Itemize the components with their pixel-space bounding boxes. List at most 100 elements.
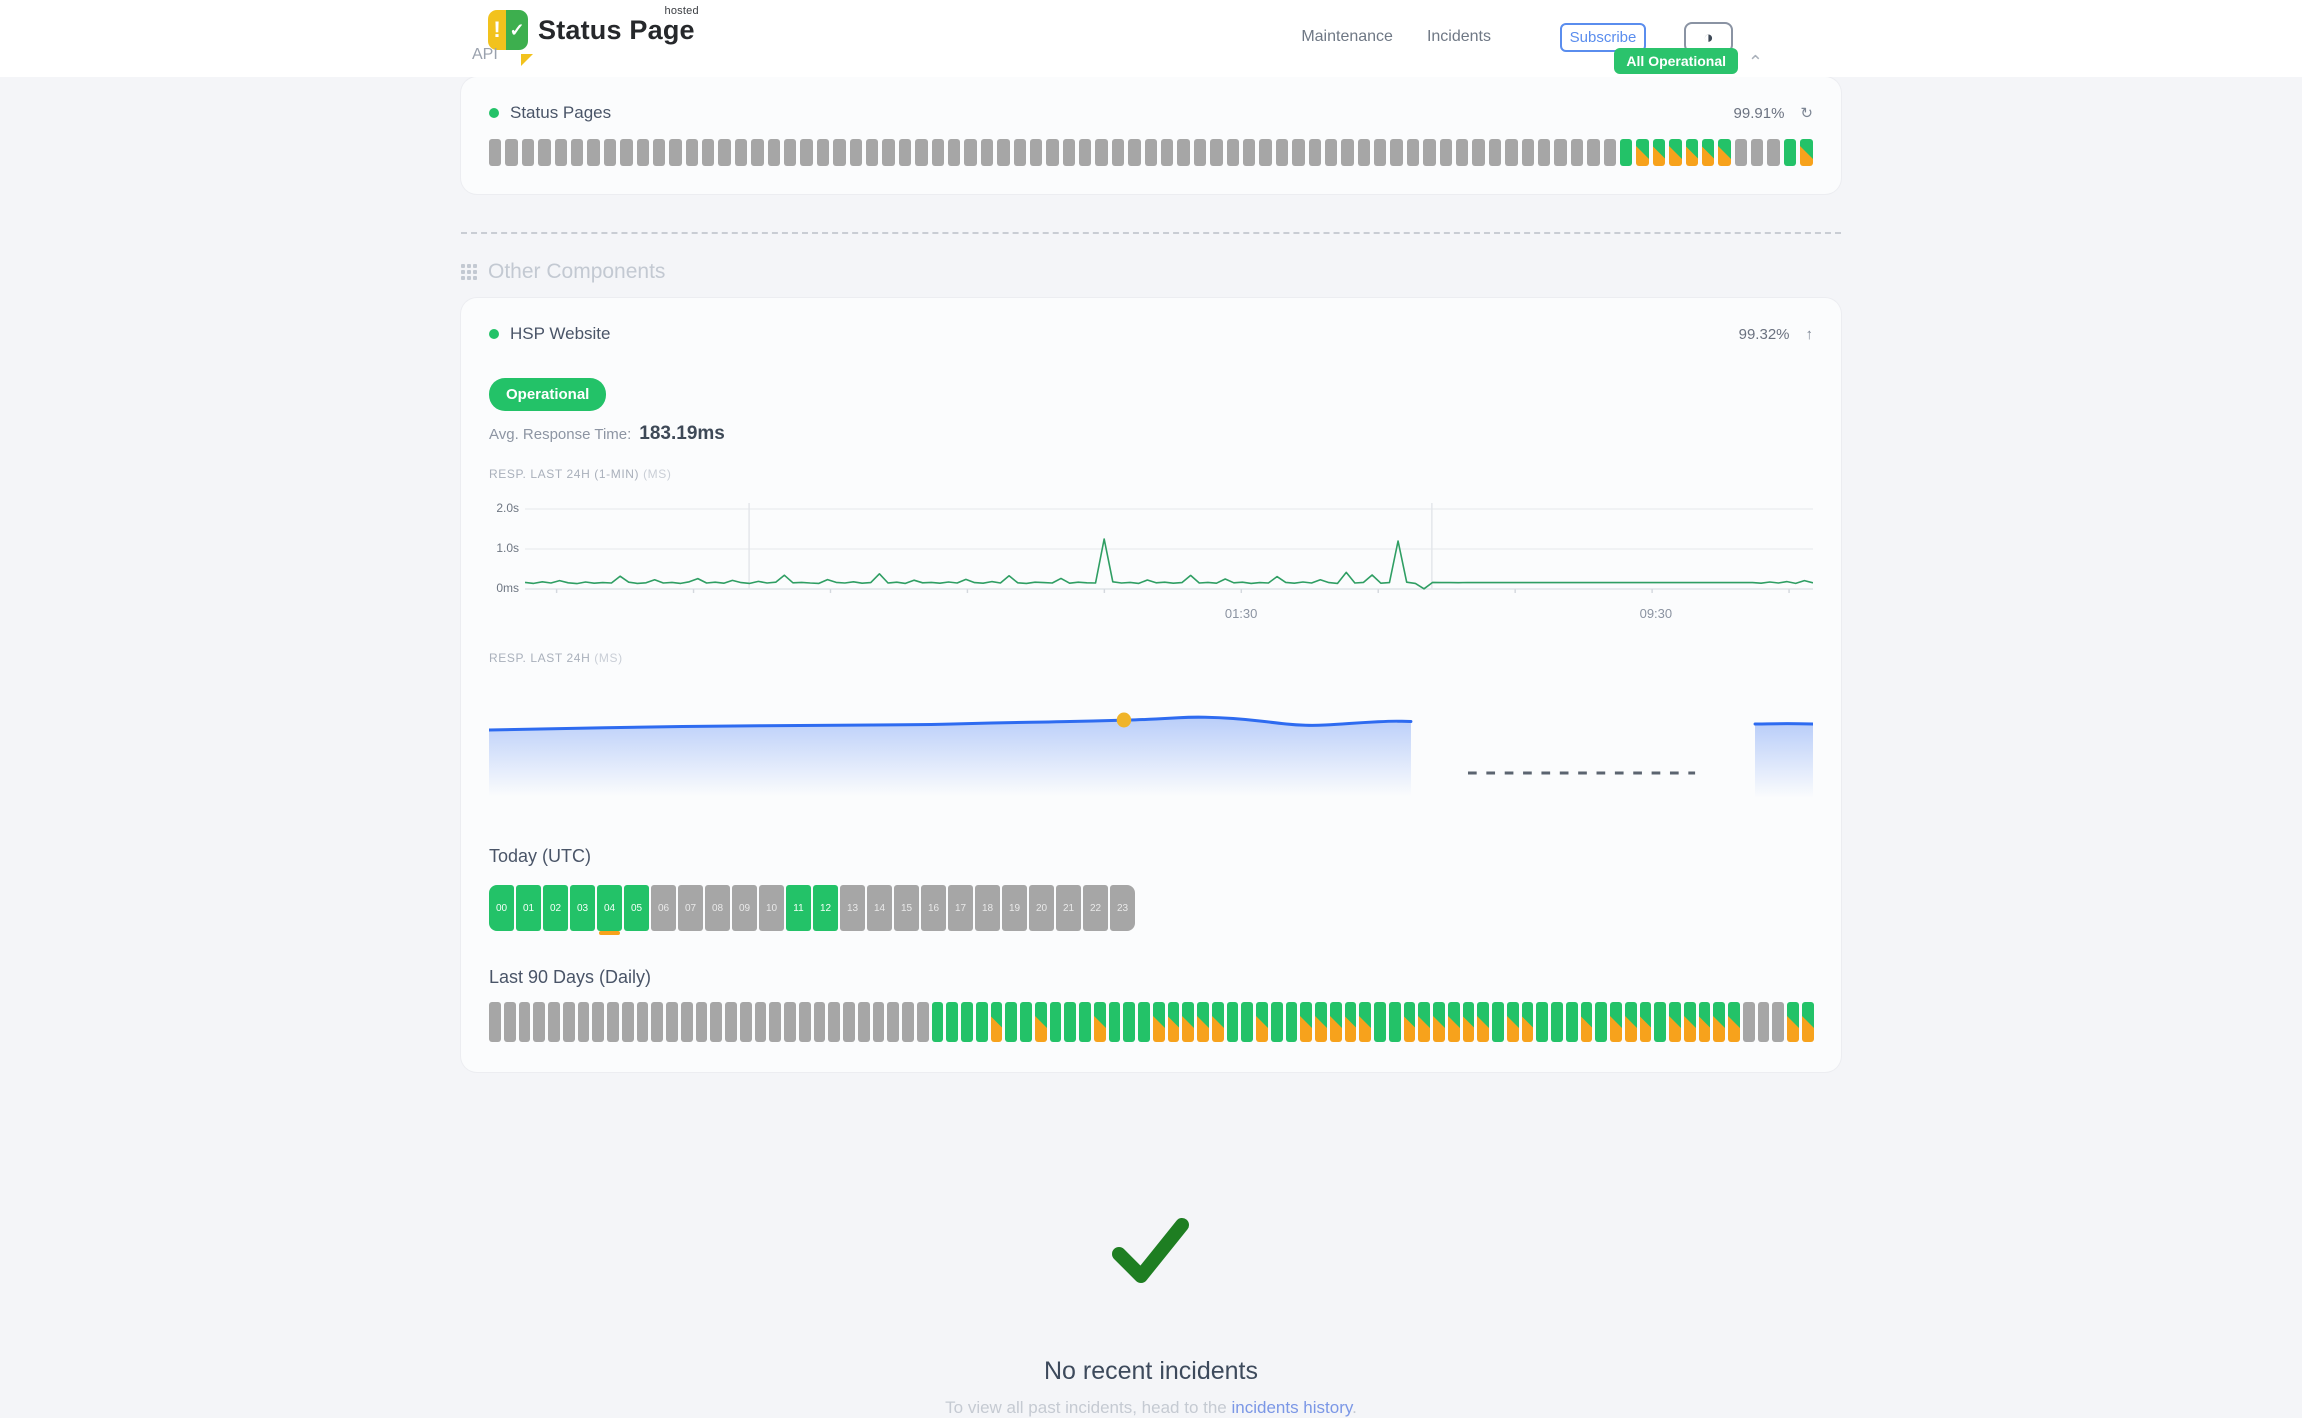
hour-block[interactable]: 21 [1056,885,1081,931]
hour-block[interactable]: 07 [678,885,703,931]
uptime-bar[interactable] [548,1002,560,1042]
uptime-bar[interactable] [1554,139,1567,166]
hour-block[interactable]: 22 [1083,885,1108,931]
uptime-bar[interactable] [857,1002,870,1042]
uptime-bar[interactable] [754,1002,767,1042]
uptime-bar[interactable] [1538,139,1551,166]
uptime-bar[interactable] [577,1002,590,1042]
uptime-bar[interactable] [1226,1002,1239,1042]
collapse-arrow-icon[interactable]: ↑ [1805,325,1814,343]
uptime-bar[interactable] [1144,139,1158,166]
uptime-bar[interactable] [1256,1002,1268,1042]
uptime-bar[interactable] [1654,1002,1666,1042]
uptime-bar[interactable] [887,1002,899,1042]
uptime-bar[interactable] [518,1002,531,1042]
uptime-bar[interactable] [533,1002,545,1042]
uptime-bar[interactable] [1506,1002,1519,1042]
uptime-bar[interactable] [1182,1002,1194,1042]
uptime-bar[interactable] [1241,1002,1253,1042]
incidents-history-link[interactable]: incidents history [1231,1398,1353,1417]
uptime-bar[interactable] [882,139,895,166]
uptime-bar[interactable] [669,139,682,166]
uptime-bar[interactable] [1787,1002,1799,1042]
uptime-bar[interactable] [916,1002,929,1042]
uptime-bar[interactable] [1772,1002,1784,1042]
uptime-bar[interactable] [1123,1002,1135,1042]
nav-incidents[interactable]: Incidents [1426,28,1491,45]
uptime-bar[interactable] [915,139,928,166]
uptime-bar[interactable] [872,1002,885,1042]
hour-block[interactable]: 09 [732,885,757,931]
uptime-bar[interactable] [1423,139,1436,166]
uptime-bar[interactable] [1197,1002,1209,1042]
uptime-bar[interactable] [1064,1002,1076,1042]
uptime-bar[interactable] [1403,1002,1416,1042]
uptime-bar[interactable] [734,139,748,166]
uptime-bar[interactable] [538,139,551,166]
uptime-bar[interactable] [1079,1002,1091,1042]
uptime-bar[interactable] [1341,139,1354,166]
uptime-bar[interactable] [621,1002,634,1042]
uptime-bar[interactable] [1698,1002,1711,1042]
uptime-bar[interactable] [1292,139,1305,166]
uptime-bar[interactable] [828,1002,840,1042]
uptime-bar[interactable] [592,1002,604,1042]
uptime-bar[interactable] [1259,139,1272,166]
uptime-bar[interactable] [784,1002,796,1042]
uptime-bar[interactable] [1669,139,1682,166]
uptime-bar[interactable] [1161,139,1174,166]
uptime-bar[interactable] [1456,139,1469,166]
uptime-bar[interactable] [489,139,502,166]
uptime-bar[interactable] [865,139,879,166]
uptime-bar[interactable] [1728,1002,1740,1042]
uptime-bar[interactable] [1447,1002,1460,1042]
uptime-bar[interactable] [1701,139,1715,166]
uptime-bar[interactable] [1062,139,1076,166]
uptime-bar[interactable] [898,139,912,166]
uptime-bar[interactable] [1128,139,1141,166]
uptime-bar[interactable] [1433,1002,1445,1042]
uptime-bar[interactable] [652,139,666,166]
uptime-bar[interactable] [1177,139,1190,166]
uptime-bar[interactable] [607,1002,619,1042]
uptime-bar[interactable] [800,139,813,166]
uptime-bar[interactable] [1683,1002,1696,1042]
uptime-bar[interactable] [1108,1002,1121,1042]
uptime-bar[interactable] [813,1002,826,1042]
uptime-bar[interactable] [505,139,518,166]
uptime-bar[interactable] [603,139,617,166]
uptime-bar[interactable] [843,1002,855,1042]
uptime-bar[interactable] [1801,1002,1814,1042]
uptime-bar[interactable] [1324,139,1338,166]
hour-block[interactable]: 12 [813,885,838,931]
uptime-bar[interactable] [997,139,1010,166]
uptime-bar[interactable] [1390,139,1403,166]
uptime-bar[interactable] [1783,139,1797,166]
hour-block[interactable]: 18 [975,885,1000,931]
uptime-bar[interactable] [751,139,764,166]
hour-block[interactable]: 00 [489,885,514,931]
uptime-bar[interactable] [1210,139,1223,166]
uptime-bar[interactable] [666,1002,678,1042]
uptime-bar[interactable] [680,1002,693,1042]
uptime-bar[interactable] [1079,139,1092,166]
uptime-bar[interactable] [1315,1002,1327,1042]
hour-block[interactable]: 01 [516,885,541,931]
uptime-bar[interactable] [784,139,797,166]
nav-maintenance[interactable]: Maintenance [1301,28,1393,45]
uptime-bar[interactable] [1636,139,1649,166]
uptime-bar[interactable] [1285,1002,1298,1042]
uptime-bar[interactable] [833,139,846,166]
hour-block[interactable]: 10 [759,885,784,931]
uptime-bar[interactable] [521,139,535,166]
uptime-bar[interactable] [1439,139,1453,166]
hour-block[interactable]: 11 [786,885,811,931]
uptime-bar[interactable] [990,1002,1003,1042]
uptime-bar[interactable] [1800,139,1813,166]
uptime-bar[interactable] [587,139,600,166]
uptime-bar[interactable] [1226,139,1239,166]
hour-block[interactable]: 14 [867,885,892,931]
uptime-bar[interactable] [1505,139,1518,166]
uptime-bar[interactable] [685,139,699,166]
uptime-bar[interactable] [1406,139,1420,166]
